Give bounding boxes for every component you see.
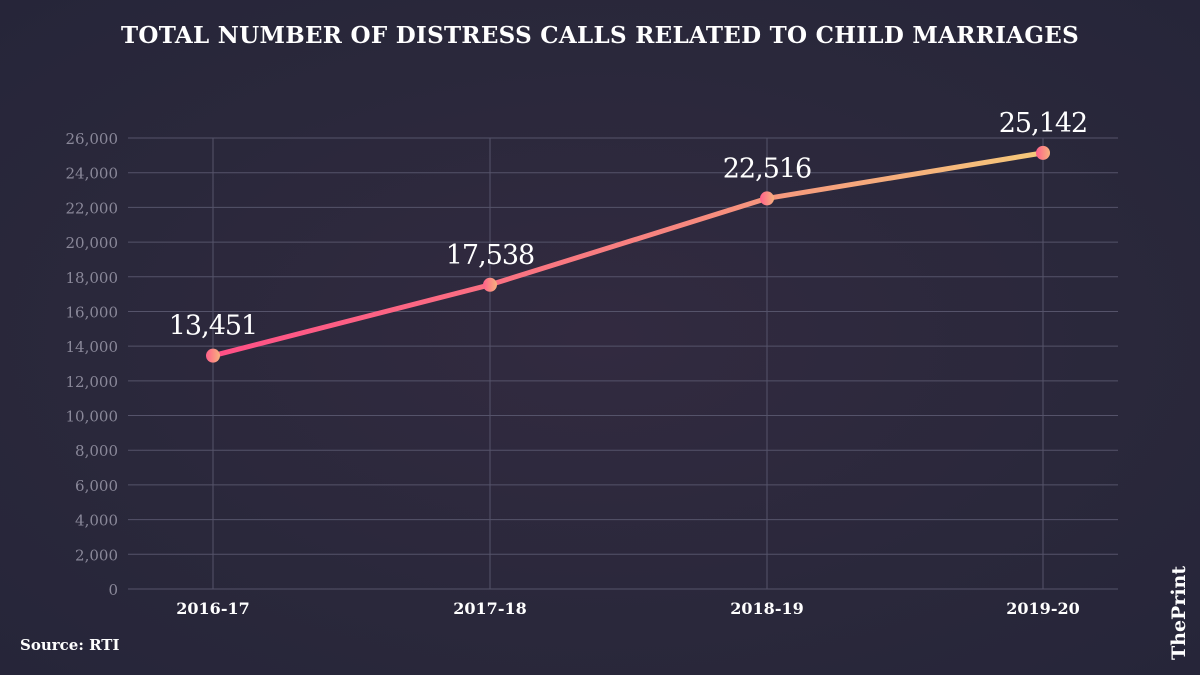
y-tick-label: 12,000	[66, 373, 119, 391]
chart-title: TOTAL NUMBER OF DISTRESS CALLS RELATED T…	[120, 22, 1080, 49]
data-point	[483, 277, 497, 292]
y-tick-label: 10,000	[66, 408, 119, 426]
y-tick-label: 4,000	[75, 512, 118, 530]
y-tick-label: 16,000	[66, 303, 119, 321]
series-line	[212, 150, 1044, 359]
data-label: 17,538	[446, 240, 534, 271]
x-tick-label: 2019-20	[1006, 599, 1079, 618]
data-point	[206, 348, 220, 363]
data-label: 22,516	[723, 153, 811, 184]
y-tick-label: 2,000	[75, 546, 118, 564]
y-tick-label: 24,000	[66, 165, 119, 183]
data-point	[1036, 145, 1050, 160]
y-tick-label: 6,000	[75, 477, 118, 495]
data-label: 25,142	[999, 108, 1087, 139]
x-tick-label: 2016-17	[176, 599, 249, 618]
y-tick-label: 20,000	[66, 234, 119, 252]
source-note: Source: RTI	[20, 636, 120, 654]
theprint-logo: ThePrint	[1168, 565, 1190, 660]
y-tick-label: 8,000	[75, 442, 118, 460]
x-tick-label: 2017-18	[453, 599, 526, 618]
x-tick-label: 2018-19	[730, 599, 803, 618]
y-tick-label: 0	[108, 581, 118, 599]
data-label: 13,451	[169, 311, 257, 342]
y-tick-label: 18,000	[66, 269, 119, 287]
y-tick-label: 22,000	[66, 199, 119, 217]
y-tick-label: 26,000	[66, 130, 119, 148]
y-tick-label: 14,000	[66, 338, 119, 356]
data-point	[760, 191, 774, 206]
